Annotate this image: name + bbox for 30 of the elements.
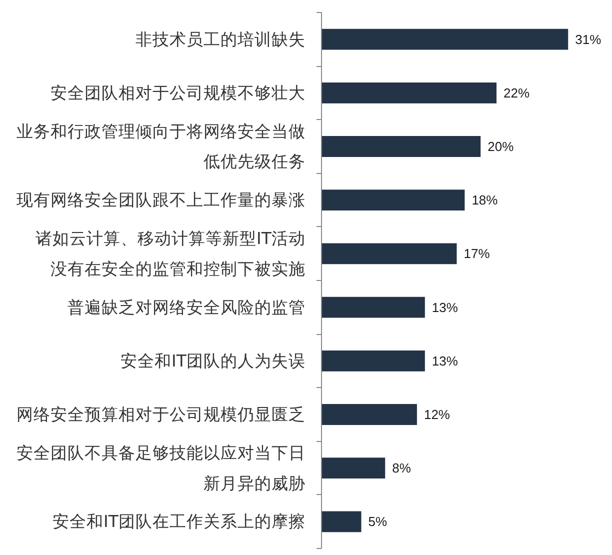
- data-label: 5%: [368, 514, 388, 530]
- bar: [322, 350, 425, 372]
- data-label: 18%: [472, 192, 498, 208]
- y-tick-label: 安全和IT团队的人为失误: [120, 351, 306, 370]
- y-tick-label: 普遍缺乏对网络安全风险的监管: [68, 298, 306, 317]
- data-label: 31%: [575, 32, 602, 47]
- data-label: 17%: [464, 246, 490, 262]
- bar: [322, 296, 425, 318]
- bar: [322, 82, 497, 104]
- y-tick-label: 业务和行政管理倾向于将网络安全当做低优先级任务: [16, 122, 306, 172]
- data-label: 12%: [424, 407, 450, 422]
- y-tick-label: 安全团队相对于公司规模不够壮大: [50, 83, 306, 102]
- bar: [322, 190, 465, 211]
- bar: [322, 243, 457, 264]
- y-tick-label: 诸如云计算、移动计算等新型IT活动没有在安全的监管和控制下被实施: [36, 229, 306, 278]
- y-tick-label: 安全团队不具备足够技能以应对当下日新月异的威胁: [16, 443, 306, 493]
- y-tick-label: 现有网络安全团队跟不上工作量的暴涨: [16, 190, 306, 210]
- y-tick-label: 网络安全预算相对于公司规模仍显匮乏: [16, 405, 306, 424]
- bar: [322, 511, 362, 532]
- data-label: 13%: [432, 353, 458, 368]
- data-label: 20%: [488, 139, 514, 154]
- bar: [322, 404, 417, 425]
- bar: [322, 458, 386, 479]
- y-tick-label: 非技术员工的培训缺失: [136, 30, 306, 49]
- data-label: 22%: [504, 85, 530, 100]
- data-label: 13%: [432, 300, 458, 315]
- y-tick-label: 安全和IT团队在工作关系上的摩擦: [52, 512, 306, 532]
- bar: [322, 28, 568, 50]
- bar: [322, 136, 481, 157]
- data-label: 8%: [392, 460, 412, 476]
